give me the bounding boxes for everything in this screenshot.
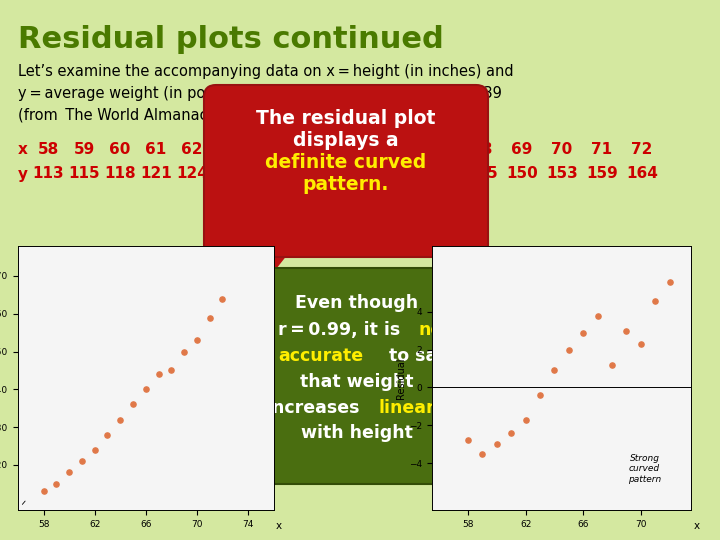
Text: 121: 121 — [140, 166, 172, 181]
Point — [592, 311, 603, 320]
Text: 115: 115 — [68, 166, 100, 181]
Text: accurate: accurate — [279, 347, 364, 365]
X-axis label: x: x — [276, 521, 282, 531]
Text: not: not — [419, 321, 451, 339]
Polygon shape — [258, 292, 330, 365]
Point — [549, 366, 560, 375]
Text: 164: 164 — [626, 166, 658, 181]
Text: that weight: that weight — [300, 373, 414, 391]
Text: Let’s examine the accompanying data on x = height (in inches) and
y = average we: Let’s examine the accompanying data on x… — [18, 64, 513, 122]
Point — [127, 400, 139, 409]
Point — [217, 294, 228, 303]
Text: 58: 58 — [37, 143, 58, 158]
Text: The residual plot: The residual plot — [256, 110, 436, 129]
Point — [204, 313, 215, 322]
Point — [477, 449, 488, 458]
Text: 60: 60 — [109, 143, 131, 158]
Text: 69: 69 — [511, 143, 533, 158]
Point — [664, 278, 675, 286]
Point — [520, 415, 531, 424]
Text: 70: 70 — [552, 143, 572, 158]
Text: y: y — [18, 166, 28, 181]
Text: displays a: displays a — [293, 131, 399, 150]
Text: 72: 72 — [631, 143, 653, 158]
Point — [166, 366, 177, 375]
Point — [505, 429, 517, 437]
Text: 113: 113 — [32, 166, 64, 181]
Text: to say: to say — [390, 347, 449, 365]
Text: 59: 59 — [73, 143, 94, 158]
Text: 68: 68 — [472, 143, 492, 158]
Point — [153, 370, 164, 379]
Text: definite curved: definite curved — [266, 153, 427, 172]
Text: 150: 150 — [506, 166, 538, 181]
Point — [577, 328, 589, 337]
X-axis label: x: x — [693, 521, 699, 531]
Point — [563, 346, 575, 354]
Point — [89, 446, 100, 454]
Polygon shape — [258, 245, 295, 292]
Point — [63, 468, 75, 477]
Y-axis label: Residual: Residual — [397, 357, 406, 399]
Point — [621, 326, 632, 335]
Text: 124: 124 — [176, 166, 208, 181]
Point — [37, 487, 49, 496]
Point — [491, 440, 503, 448]
Point — [114, 415, 126, 424]
Point — [179, 347, 190, 356]
Text: linearly: linearly — [378, 399, 452, 417]
Text: increases: increases — [266, 399, 360, 417]
Text: 118: 118 — [104, 166, 136, 181]
Text: r = 0.99, it is: r = 0.99, it is — [278, 321, 400, 339]
Polygon shape — [492, 355, 530, 378]
Text: with height: with height — [301, 424, 413, 442]
Text: Strong
curved
pattern: Strong curved pattern — [628, 454, 661, 484]
Text: 62: 62 — [181, 143, 203, 158]
Point — [140, 385, 151, 394]
Point — [635, 340, 647, 348]
Point — [606, 361, 618, 369]
Point — [649, 296, 661, 305]
Text: x: x — [18, 143, 28, 158]
Point — [102, 430, 113, 439]
Text: 153: 153 — [546, 166, 578, 181]
Point — [534, 391, 546, 400]
FancyBboxPatch shape — [210, 268, 504, 484]
Point — [462, 436, 474, 445]
Text: 145: 145 — [466, 166, 498, 181]
Text: Even though: Even though — [295, 294, 418, 312]
Text: 71: 71 — [591, 143, 613, 158]
Point — [50, 480, 62, 488]
Point — [191, 336, 203, 345]
Text: Residual plots continued: Residual plots continued — [18, 25, 444, 54]
Text: 159: 159 — [586, 166, 618, 181]
FancyBboxPatch shape — [204, 85, 488, 257]
Point — [76, 457, 88, 465]
Text: 61: 61 — [145, 143, 166, 158]
Text: pattern.: pattern. — [303, 174, 390, 193]
